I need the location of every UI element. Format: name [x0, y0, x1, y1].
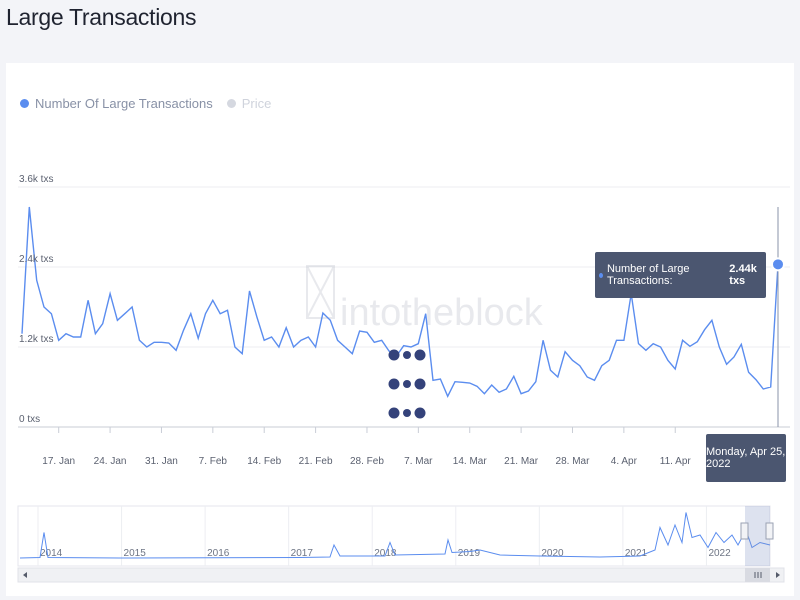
x-tick-label: 4. Apr	[611, 456, 638, 467]
tooltip-series-label: Number of Large Transactions:	[606, 263, 690, 287]
x-tick-label: 17. Jan	[42, 456, 75, 467]
hovered-point[interactable]	[771, 257, 785, 272]
crosshair-date-label: Monday, Apr 25, 2022	[706, 434, 786, 482]
legend-item-price[interactable]: Price	[226, 96, 272, 111]
y-tick-label: 2.4k txs	[19, 254, 53, 265]
navigator-year-label: 2017	[291, 548, 314, 559]
navigator-area[interactable]	[17, 505, 771, 567]
page-title: Large Transactions	[6, 4, 197, 30]
chart-tooltip: Number of Large Transactions: 2.44k txs	[595, 252, 766, 298]
navigator-year-label: 2021	[625, 548, 648, 559]
y-tick-label: 3.6k txs	[19, 174, 53, 185]
grip-icon	[754, 572, 762, 578]
legend-label: Price	[241, 96, 272, 111]
x-tick-label: 14. Feb	[247, 456, 281, 467]
x-tick-label: 21. Mar	[504, 456, 539, 467]
x-tick-label: 21. Feb	[299, 456, 333, 467]
series-line	[21, 206, 779, 398]
legend-dot-icon	[20, 99, 29, 108]
navigator-series-line	[19, 512, 771, 559]
y-tick-label: 0 txs	[19, 414, 40, 425]
navigator-year-label: 2020	[541, 548, 564, 559]
navigator-scrollbar[interactable]	[17, 567, 785, 583]
y-tick-label: 1.2k txs	[19, 334, 53, 345]
legend-label: Number Of Large Transactions	[35, 96, 213, 111]
x-tick-label: 28. Mar	[556, 456, 591, 467]
scroll-left-arrow-icon[interactable]	[23, 572, 27, 578]
x-tick-label: 7. Mar	[404, 456, 433, 467]
scroll-right-arrow-icon[interactable]	[776, 572, 780, 578]
navigator-year-label: 2016	[207, 548, 230, 559]
x-tick-label: 7. Feb	[199, 456, 228, 467]
x-tick-label: 31. Jan	[145, 456, 178, 467]
loading-dots-icon	[388, 346, 438, 431]
legend-item-large-transactions[interactable]: Number Of Large Transactions	[20, 96, 213, 111]
x-tick-label: 14. Mar	[453, 456, 488, 467]
tooltip-dot-icon	[599, 272, 603, 278]
legend-dot-icon	[226, 99, 236, 108]
x-tick-label: 11. Apr	[660, 456, 692, 467]
x-tick-label: 24. Jan	[94, 456, 127, 467]
chart-legend: Number Of Large Transactions Price	[20, 96, 285, 111]
navigator-handle-right[interactable]	[765, 522, 774, 540]
navigator-year-label: 2019	[458, 548, 481, 559]
tooltip-value: 2.44k txs	[729, 263, 757, 287]
watermark-text: intotheblock	[340, 292, 544, 334]
watermark: intotheblock	[306, 265, 544, 334]
navigator-year-label: 2015	[124, 548, 147, 559]
navigator-year-label: 2022	[708, 548, 731, 559]
x-tick-label: 28. Feb	[350, 456, 384, 467]
navigator-year-label: 2014	[40, 548, 63, 559]
navigator-handle-left[interactable]	[740, 522, 749, 540]
